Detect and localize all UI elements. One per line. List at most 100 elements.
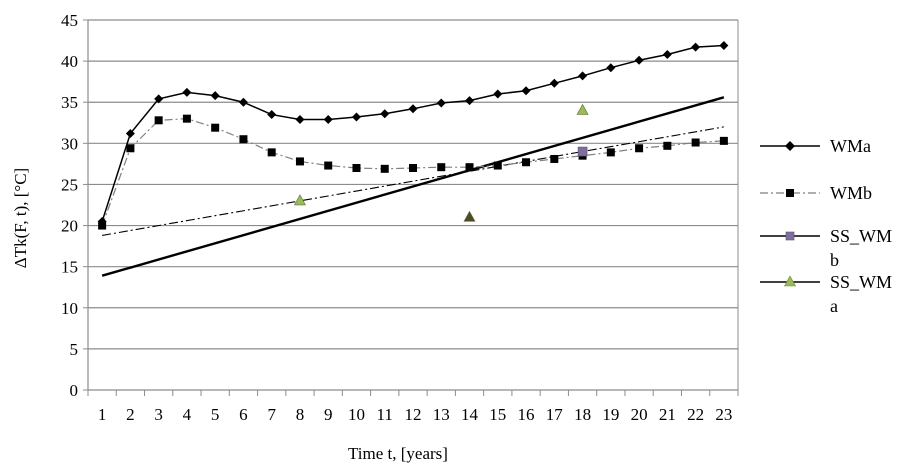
series-wmb-point (522, 158, 531, 167)
series-wma-point (662, 50, 672, 60)
series-wmb-point (635, 144, 644, 153)
gridlines (88, 19, 738, 350)
x-tick-label-7: 7 (267, 405, 276, 424)
series-wma-point (238, 97, 248, 107)
legend-label-ss-wm-a-line1: SS_WM (830, 272, 892, 292)
series-wmb-point (465, 163, 474, 172)
x-tick-label-1: 1 (98, 405, 107, 424)
legend-item-ss-wm-b: SS_WM b (760, 226, 892, 270)
x-tick-labels: 1 2 3 4 5 6 7 8 9 10 11 12 13 14 15 16 17 18 19 20 21 22 23 (98, 405, 732, 424)
series-layer (97, 40, 729, 230)
series-wmb-point (380, 164, 389, 173)
x-tick-label-13: 13 (433, 405, 450, 424)
series-wma-point (154, 94, 164, 104)
legend-item-wma: WMa (760, 136, 871, 156)
y-tick-label-10: 10 (61, 299, 78, 318)
series-wma-line (101, 44, 724, 222)
x-tick-label-3: 3 (154, 405, 163, 424)
series-wmb-point (267, 148, 276, 157)
x-tick-label-16: 16 (518, 405, 535, 424)
y-tick-label-20: 20 (61, 217, 78, 236)
series-wma-point (719, 40, 729, 50)
trendlines (101, 96, 725, 277)
series-wmb-point (352, 164, 361, 172)
series-wma-point (436, 98, 446, 108)
series-wma-point (634, 55, 644, 65)
y-tick-label-40: 40 (61, 52, 78, 71)
series-wmb-point (663, 141, 672, 150)
series-wma-point (408, 104, 418, 114)
legend-marker-wma (785, 141, 795, 151)
x-tick-label-20: 20 (631, 405, 648, 424)
series-ss-wm-a-point (576, 103, 589, 115)
series-wma-point (323, 114, 333, 124)
x-tick-label-4: 4 (183, 405, 192, 424)
series-ss-wm-a-point (463, 210, 476, 222)
x-tick-label-18: 18 (574, 405, 591, 424)
legend-label-wma: WMa (830, 136, 871, 156)
legend-marker-wmb (786, 189, 794, 197)
series-wma-point (380, 109, 390, 119)
series-ss-wm-b-point (577, 146, 588, 157)
series-wmb-point (691, 138, 700, 147)
x-tick-label-9: 9 (324, 405, 333, 424)
x-tick-label-23: 23 (715, 405, 732, 424)
y-tick-label-35: 35 (61, 93, 78, 112)
legend-label-ss-wm-a-line2: a (830, 296, 838, 316)
y-tick-label-5: 5 (70, 340, 79, 359)
y-tick-label-15: 15 (61, 258, 78, 277)
trendline-1 (101, 96, 725, 277)
y-tick-label-0: 0 (70, 381, 79, 400)
series-wma-point (606, 63, 616, 73)
y-tick-labels: 0 5 10 15 20 25 30 35 40 45 (61, 11, 78, 400)
series-wmb-point (239, 135, 248, 144)
y-tick-label-45: 45 (61, 11, 78, 30)
legend-label-ss-wm-b-line1: SS_WM (830, 226, 892, 246)
series-wma-point (351, 112, 361, 122)
x-tick-label-11: 11 (377, 405, 393, 424)
series-wmb-point (182, 114, 191, 123)
series-wmb-point (211, 123, 220, 132)
series-wma-point (493, 89, 503, 99)
trendline-2 (102, 126, 724, 236)
x-tick-label-15: 15 (489, 405, 506, 424)
series-wmb-point (437, 163, 446, 172)
series-wmb-point (719, 136, 728, 145)
x-axis-label: Time t, [years] (348, 444, 448, 463)
x-tick-label-21: 21 (659, 405, 676, 424)
series-wmb-line (101, 118, 724, 226)
legend-label-wmb: WMb (830, 183, 872, 203)
series-wma-point (182, 87, 192, 97)
series-wmb-point (324, 161, 333, 170)
legend-label-ss-wm-b-line2: b (830, 250, 839, 270)
series-wma-point (691, 42, 701, 52)
y-tick-label-25: 25 (61, 175, 78, 194)
legend: WMa WMb SS_WM b SS_WM a (760, 136, 892, 316)
legend-item-wmb: WMb (760, 183, 872, 203)
series-ss-wm-a-point (293, 194, 306, 206)
series-wma-point (295, 114, 305, 124)
x-tick-label-10: 10 (348, 405, 365, 424)
series-wma-point (549, 78, 559, 88)
axes (83, 19, 739, 396)
series-wmb-point (409, 164, 417, 172)
x-tick-label-19: 19 (602, 405, 619, 424)
series-wmb-point (606, 148, 615, 157)
series-wmb-point (493, 161, 502, 170)
series-wmb-point (126, 144, 135, 153)
series-wmb-point (295, 157, 304, 166)
series-wma-point (267, 110, 277, 120)
x-tick-label-2: 2 (126, 405, 135, 424)
series-wmb-point (550, 154, 559, 163)
series-wmb-point (154, 116, 163, 125)
series-wma-point (521, 86, 531, 96)
legend-marker-ss-wm-b (785, 231, 795, 241)
x-tick-label-6: 6 (239, 405, 248, 424)
y-tick-label-30: 30 (61, 134, 78, 153)
x-tick-label-17: 17 (546, 405, 564, 424)
x-tick-label-8: 8 (296, 405, 305, 424)
series-wma-point (210, 91, 220, 101)
legend-item-ss-wm-a: SS_WM a (760, 272, 892, 316)
x-tick-label-12: 12 (405, 405, 422, 424)
